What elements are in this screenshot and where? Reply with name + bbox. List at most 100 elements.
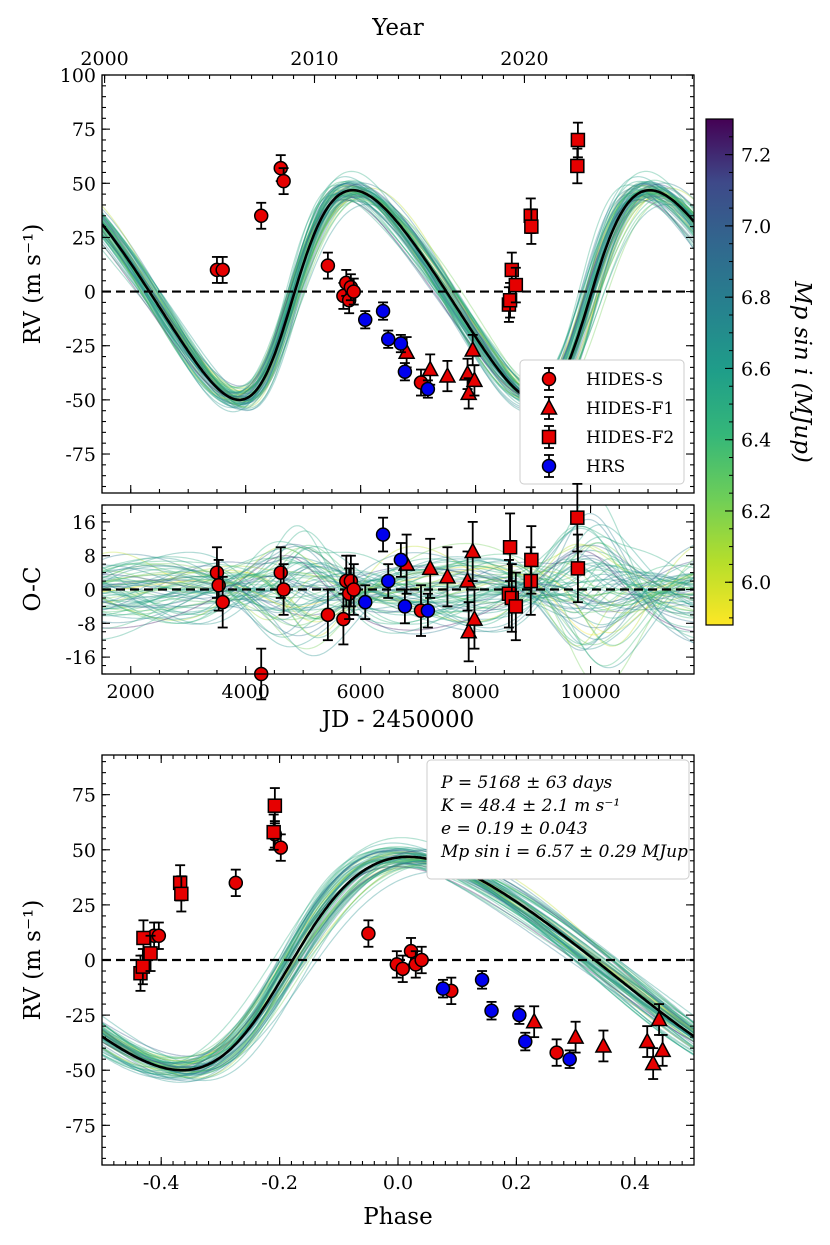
posterior-curve-28 (102, 175, 694, 408)
hides-f2-marker (570, 158, 585, 174)
phase-hrs-point (474, 970, 490, 990)
residual-curve-23 (102, 583, 694, 602)
hides-f2-marker (570, 561, 586, 576)
rv-time-ticks: 100 75 50 25 0 -25 -50 -75 2000 2010 2020 (60, 48, 694, 493)
legend-label: HIDES-F2 (586, 428, 674, 448)
posterior-curve-16 (102, 189, 694, 395)
phase-curve-17 (102, 847, 694, 1069)
residual-curve-64 (102, 562, 694, 603)
hrs-marker (474, 972, 490, 988)
phase-curve-1 (102, 862, 694, 1082)
posterior-curve-52 (102, 199, 694, 398)
residual-curve-39 (102, 565, 694, 610)
phase-curve-27 (102, 863, 694, 1073)
hrs-marker (562, 1051, 577, 1067)
mass-annotation: Mp sin i = 6.57 ± 0.29 MJup (440, 842, 688, 862)
hides-s-marker (228, 875, 244, 891)
residual-curve-58 (102, 558, 694, 627)
residual-posterior-curves (102, 505, 694, 674)
hrs-marker (397, 599, 413, 614)
x-tick-label: 6000 (336, 681, 384, 703)
rv-hides-f1-point (438, 359, 457, 393)
phase-hides-f2-point (174, 875, 189, 913)
posterior-curve-36 (102, 183, 694, 409)
x-tick-label: 0.2 (501, 1172, 531, 1194)
residual-hides-s-point (276, 563, 291, 616)
posterior-curve-2 (102, 190, 694, 404)
rv-y-axis-label: RV (m s⁻¹) (20, 224, 46, 345)
residual-curve-38 (102, 564, 694, 645)
residual-curve-28 (102, 524, 694, 620)
phase-curve-38 (102, 859, 694, 1080)
hrs-marker (375, 303, 391, 319)
x-tick-label: 10000 (560, 681, 620, 703)
colorbar-tick-label: 6.0 (741, 572, 771, 594)
residual-curve-12 (102, 505, 694, 639)
hrs-marker (420, 381, 436, 397)
legend: HIDES-S HIDES-F1 HIDES-F2 HRS (519, 359, 685, 485)
jd-x-axis-label: JD - 2450000 (320, 707, 475, 733)
phase-hides-f2-point (135, 948, 151, 986)
posterior-curve-8 (102, 190, 694, 389)
phase-rv-y-axis-label: RV (m s⁻¹) (20, 900, 46, 1021)
hides-s-marker (253, 208, 269, 224)
y-tick-label: -50 (65, 1060, 96, 1082)
period-annotation: P = 5168 ± 63 days (440, 773, 612, 793)
y-tick-label: -75 (65, 444, 96, 466)
hides-s-marker (320, 258, 336, 273)
colorbar-ticks: 7.2 7.0 6.8 6.6 6.4 6.2 6.0 (725, 118, 771, 619)
legend-label: HIDES-S (586, 370, 663, 390)
residual-hides-f1-point (438, 546, 457, 608)
rv-hrs-point (393, 333, 409, 354)
posterior-curve-21 (102, 187, 694, 407)
posterior-curve-42 (102, 194, 694, 394)
residual-hrs-point (397, 588, 413, 625)
rv-hides-s-point (276, 167, 291, 196)
residual-data-points (209, 482, 586, 701)
residual-curve-31 (102, 557, 694, 623)
hrs-marker (518, 1034, 533, 1049)
posterior-curve-27 (102, 196, 694, 402)
residual-hides-f2-point (524, 525, 539, 595)
phase-curve-67 (102, 850, 694, 1068)
residual-curve-68 (102, 552, 694, 612)
hides-f2-marker (508, 277, 524, 293)
x-tick-label: 8000 (451, 681, 499, 703)
y-tick-label: -50 (65, 390, 96, 412)
residual-curve-66 (102, 556, 694, 612)
hides-f2-marker (135, 959, 151, 974)
phase-hrs-point (562, 1049, 577, 1069)
y-tick-label: 0 (84, 580, 96, 602)
rv-hides-s-point (346, 277, 361, 306)
phase-curve-45 (102, 870, 694, 1072)
colorbar-tick-label: 6.6 (741, 358, 771, 380)
hides-s-marker (273, 565, 288, 580)
residual-curve-61 (102, 562, 694, 626)
residual-hrs-point (357, 584, 373, 620)
posterior-curve-11 (102, 179, 694, 405)
phase-hrs-point (484, 1000, 499, 1021)
phase-curve-65 (102, 859, 694, 1073)
posterior-curve-53 (102, 180, 694, 409)
phase-curve-56 (102, 867, 694, 1063)
phase-hides-f1-point (638, 1025, 656, 1058)
hides-s-marker (215, 594, 230, 610)
hides-f1-marker (465, 370, 484, 388)
residual-curve-41 (102, 565, 694, 597)
posterior-curve-38 (102, 193, 694, 409)
colorbar: 7.2 7.0 6.8 6.6 6.4 6.2 6.0 Mp sin i (MJup) (705, 118, 815, 626)
residual-hides-f1-point (421, 537, 439, 599)
hides-f2-marker (136, 930, 151, 946)
residual-curve-17 (102, 536, 694, 607)
phase-curve-43 (102, 861, 694, 1075)
hides-f2-marker (502, 292, 518, 308)
colorbar-gradient (705, 118, 734, 626)
phase-curve-47 (102, 849, 694, 1065)
residual-curve-59 (102, 560, 694, 619)
posterior-curve-24 (102, 191, 694, 402)
hides-f2-marker (143, 946, 158, 961)
hides-s-marker (346, 284, 361, 299)
residual-curve-8 (102, 544, 694, 612)
residual-curve-7 (102, 560, 694, 614)
rv-hides-s-point (215, 256, 230, 284)
